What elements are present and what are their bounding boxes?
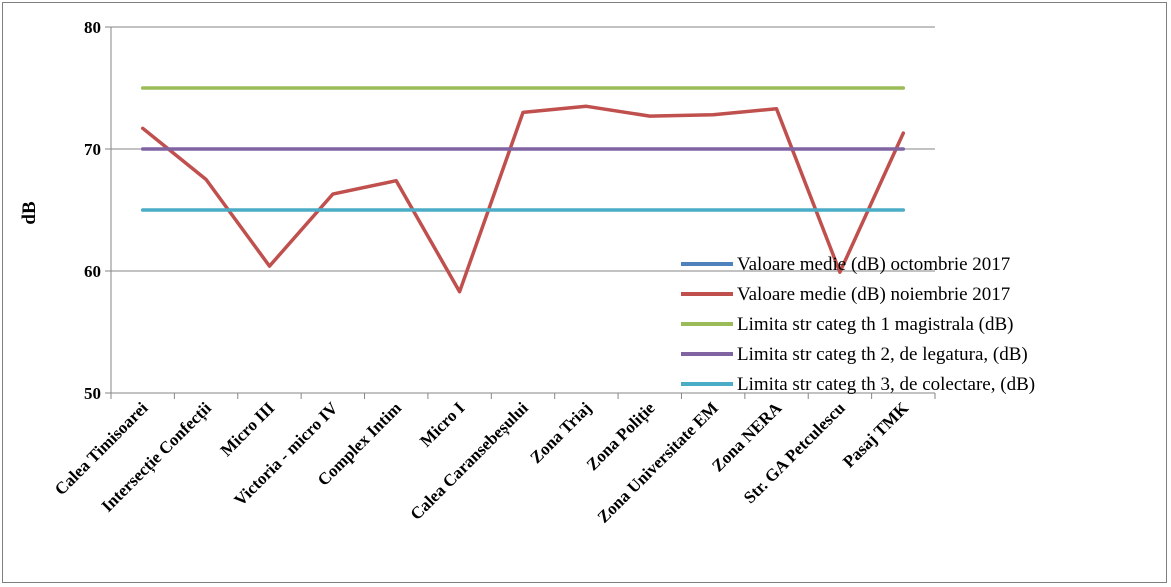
x-tick-label: Zona Triaj — [526, 398, 595, 467]
legend: Valoare medie (dB) octombrie 2017 Valoare… — [681, 254, 1035, 395]
x-tick-label: Intersecție Confecții — [98, 398, 216, 516]
y-tick-label: 80 — [84, 18, 101, 37]
legend-label: Limita str categ th 3, de colectare, (dB… — [737, 374, 1035, 395]
legend-label: Limita str categ th 2, de legatura, (dB) — [737, 344, 1028, 365]
legend-label: Valoare medie (dB) noiembrie 2017 — [737, 284, 1010, 305]
x-tick-label: Pasaj TMK — [839, 398, 913, 472]
y-tick-label: 50 — [84, 384, 101, 403]
x-tick-label: Zona Universitate EM — [594, 398, 722, 526]
series-lines — [140, 86, 906, 294]
y-tick-label: 70 — [84, 140, 101, 159]
x-tick-label: Micro III — [217, 398, 279, 460]
series-line-1 — [140, 104, 906, 294]
y-axis-title: dB — [19, 201, 40, 225]
y-tick-label: 60 — [84, 262, 101, 281]
legend-label: Valoare medie (dB) octombrie 2017 — [737, 254, 1010, 275]
x-tick-label: Calea Caransebeșului — [407, 398, 533, 524]
legend-label: Limita str categ th 1 magistrala (dB) — [737, 314, 1013, 335]
x-tick-label: Micro I — [416, 398, 469, 451]
x-tick-label: Victoria - micro IV — [230, 398, 342, 510]
